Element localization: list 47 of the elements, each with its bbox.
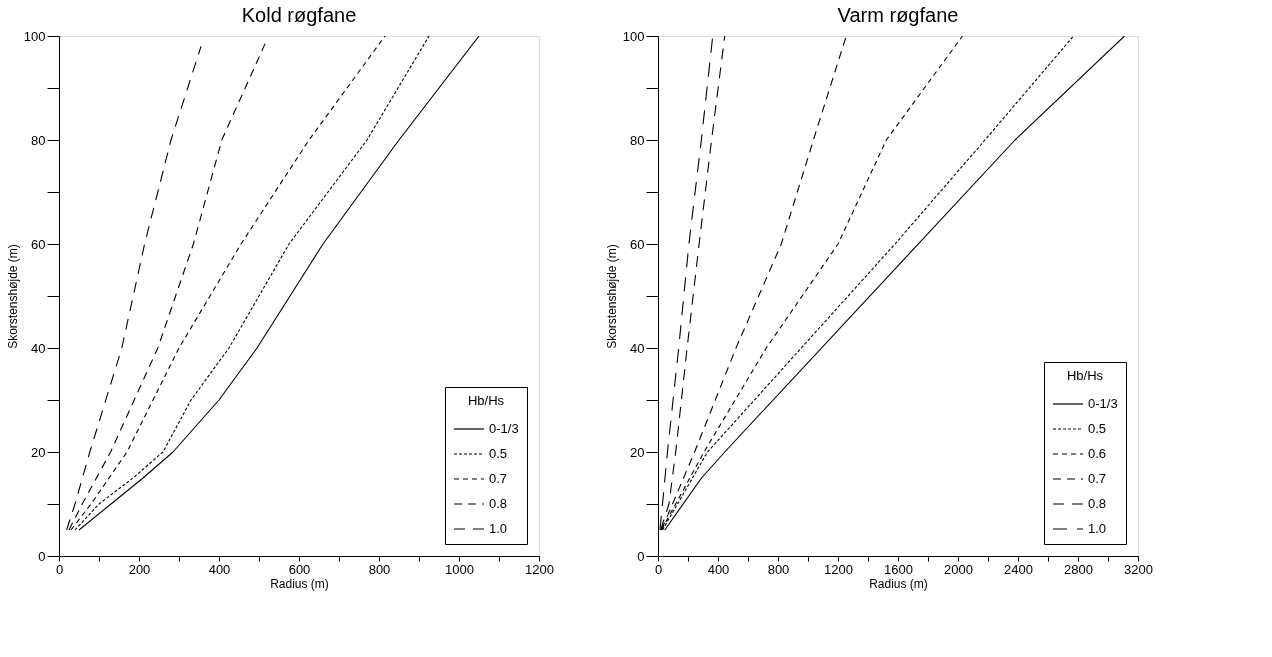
y-tick-label: 100 <box>23 28 46 44</box>
x-tick-label: 800 <box>767 561 790 577</box>
x-tick-label: 1200 <box>525 561 554 577</box>
chart-title: Varm røgfane <box>837 4 959 26</box>
y-tick-label: 80 <box>630 132 645 148</box>
x-tick-label: 400 <box>707 561 730 577</box>
legend-label: 0.6 <box>1088 446 1107 461</box>
x-tick-label: 2400 <box>1004 561 1033 577</box>
x-axis-title: Radius (m) <box>869 576 928 591</box>
chart-title: Kold røgfane <box>241 4 357 26</box>
legend-label: 1.0 <box>1088 521 1107 536</box>
y-tick-label: 100 <box>622 28 645 44</box>
legend-title: Hb/Hs <box>467 393 505 408</box>
x-tick-label: 2000 <box>944 561 973 577</box>
y-tick-label: 0 <box>38 548 46 564</box>
legend-label: 0-1/3 <box>489 421 519 436</box>
x-tick-label: 800 <box>368 561 391 577</box>
x-tick-label: 2800 <box>1064 561 1093 577</box>
y-tick-label: 60 <box>31 236 46 252</box>
x-tick-label: 1200 <box>824 561 853 577</box>
y-tick-label: 80 <box>31 132 46 148</box>
legend-title: Hb/Hs <box>1066 368 1104 383</box>
y-tick-label: 40 <box>31 340 46 356</box>
legend-label: 0.5 <box>489 446 508 461</box>
x-tick-label: 1000 <box>445 561 474 577</box>
y-tick-label: 40 <box>630 340 645 356</box>
x-tick-label: 200 <box>128 561 151 577</box>
y-tick-label: 0 <box>637 548 645 564</box>
legend-label: 0.7 <box>1088 471 1107 486</box>
x-tick-label: 0 <box>55 561 64 577</box>
legend-label: 1.0 <box>489 521 508 536</box>
legend-label: 0-1/3 <box>1088 396 1118 411</box>
x-tick-label: 0 <box>654 561 663 577</box>
x-tick-label: 600 <box>288 561 311 577</box>
legend-label: 0.7 <box>489 471 508 486</box>
x-tick-label: 1600 <box>884 561 913 577</box>
x-tick-label: 3200 <box>1124 561 1153 577</box>
legend-label: 0.8 <box>489 496 508 511</box>
y-tick-label: 60 <box>630 236 645 252</box>
y-axis-title: Skorstenshøjde (m) <box>5 244 20 349</box>
legend-label: 0.5 <box>1088 421 1107 436</box>
y-tick-label: 20 <box>630 444 645 460</box>
y-axis-title: Skorstenshøjde (m) <box>604 244 619 349</box>
x-axis-title: Radius (m) <box>270 576 329 591</box>
legend-label: 0.8 <box>1088 496 1107 511</box>
y-tick-label: 20 <box>31 444 46 460</box>
x-tick-label: 400 <box>208 561 231 577</box>
